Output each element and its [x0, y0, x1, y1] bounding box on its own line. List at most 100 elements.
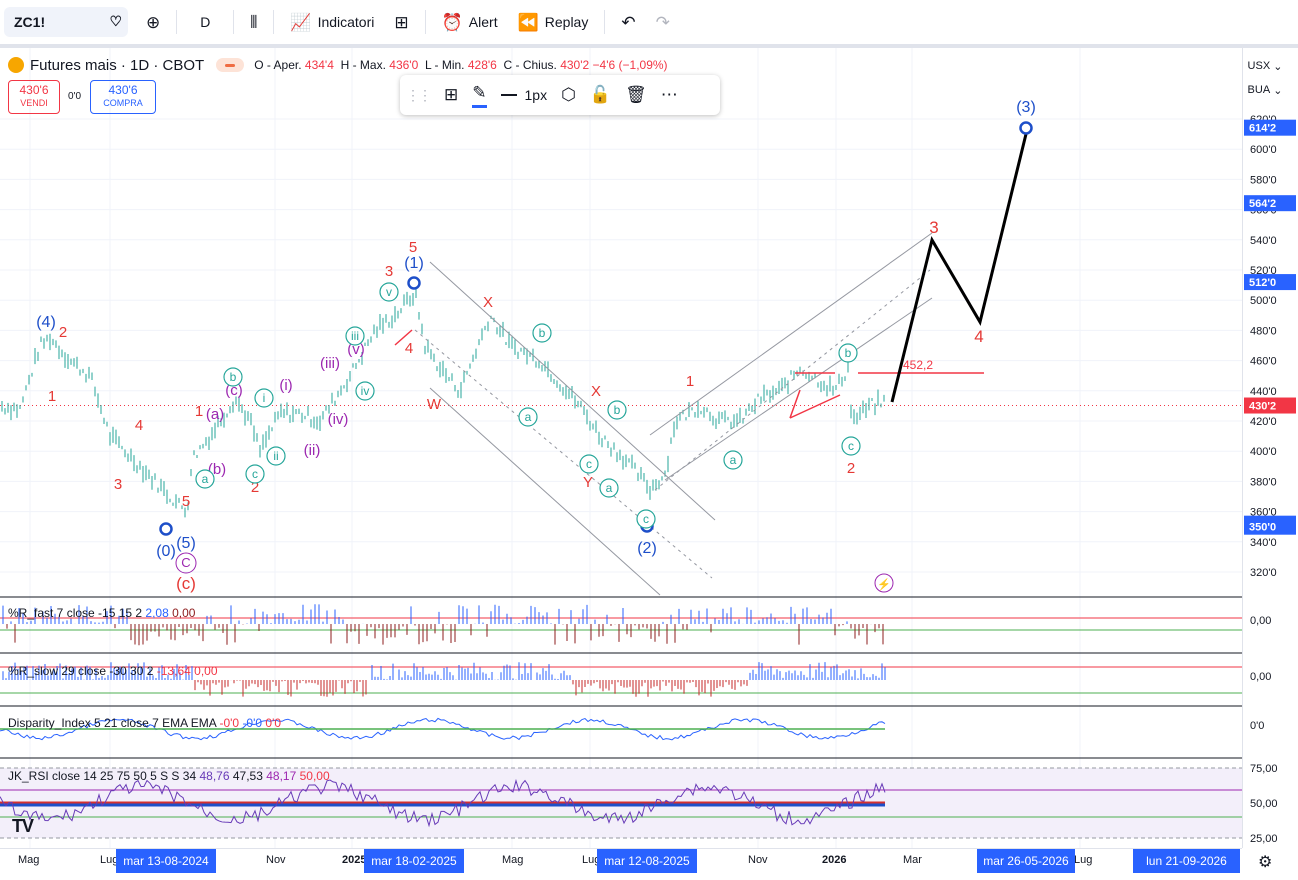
wave-circle [532, 323, 552, 343]
sell-button[interactable]: 430'6 VENDI [8, 80, 60, 114]
unit-label: BUA [1247, 84, 1271, 96]
divider [604, 10, 606, 34]
session-dot-icon [216, 58, 245, 72]
compare-button[interactable]: ⊕ [136, 6, 170, 38]
interval-button[interactable]: D [183, 6, 227, 38]
indicators-button[interactable]: 📈 Indicatori [280, 6, 384, 38]
wave-label: (2) [637, 540, 657, 557]
trash-icon[interactable]: 🗑 [625, 85, 647, 104]
channel-line [429, 261, 716, 521]
settings-gear-icon[interactable]: ⚙ [1258, 854, 1273, 871]
wave-label: 5 [182, 493, 190, 510]
wave-label: 2 [847, 460, 855, 477]
wave-label: X [591, 383, 601, 400]
layouts-button[interactable]: ⊞ [384, 6, 418, 38]
ind-rsi-v3: 48,17 [266, 769, 297, 783]
disparity-line [0, 717, 886, 741]
templates-icon[interactable]: ⊞ [444, 85, 459, 104]
drag-handle-icon[interactable]: ⋮⋮ [406, 86, 432, 103]
alert-label: Alert [468, 14, 498, 30]
rsi-scale-label: 50,00 [1250, 798, 1278, 810]
wave-label: (0) [156, 543, 176, 560]
wave-label: 3 [114, 476, 122, 493]
ohlc-low-key: L - Min. [424, 58, 465, 72]
ohlc-close-key: C - Chius. [503, 58, 557, 72]
chart-type-button[interactable]: ⫴ [240, 6, 267, 38]
wave-circle-label: c [252, 467, 258, 481]
time-tick: Lug [1074, 854, 1093, 866]
ind-rsi-v2: 47,53 [232, 769, 263, 783]
price-badge-label: 512'0 [1249, 277, 1276, 289]
wave-label: 1 [686, 373, 694, 390]
ind-wr-fast-legend[interactable]: %R_fast 7 close -15 15 2 2,08 0,00 [8, 606, 195, 620]
pencil-color-icon[interactable]: ✎ [472, 83, 487, 108]
ind-wr-fast-v1: 2,08 [145, 606, 169, 620]
wave-circle [579, 454, 599, 474]
lock-icon[interactable]: 🔓 [589, 85, 612, 104]
unit-selector[interactable]: BUA ⌄ [1247, 84, 1283, 97]
channel-line [654, 269, 931, 491]
symbol-title[interactable]: Futures mais · 1D · CBOT [30, 56, 205, 74]
time-flag: mar 13-08-2024 [116, 849, 216, 873]
price-tick: 540'0 [1250, 235, 1277, 247]
grid-layout-icon: ⊞ [394, 12, 409, 32]
symbol-text: ZC1! [14, 14, 46, 30]
sell-label: VENDI [20, 98, 48, 108]
wave-circle [518, 407, 538, 427]
wave-label: (c) [225, 382, 243, 399]
more-icon[interactable]: ⋯ [660, 85, 678, 104]
ind-wr-fast-name: %R_fast 7 close -15 15 2 [8, 606, 143, 620]
wave-label: (a) [206, 406, 224, 423]
wave-circle-label: iii [351, 329, 359, 343]
wave-circle-label: b [614, 403, 621, 417]
price-tick: 400'0 [1250, 446, 1277, 458]
ind-rsi-v1: 48,76 [199, 769, 230, 783]
wave-label: 3 [385, 263, 393, 280]
divider [233, 10, 235, 34]
tradingview-logo[interactable]: TV [12, 816, 34, 836]
price-tick: 440'0 [1250, 386, 1277, 398]
alert-button[interactable]: ⏰ Alert [432, 6, 508, 38]
redo-button[interactable]: ↷ [646, 6, 680, 38]
replay-button[interactable]: ⏪ Replay [508, 6, 599, 38]
undo-icon: ↶ [621, 12, 636, 32]
wave-circle [838, 343, 858, 363]
ind-disparity-v2: -0'0 [242, 716, 263, 730]
currency-selector[interactable]: USX ⌄ [1247, 60, 1283, 73]
time-axis[interactable]: Mag Lug Nov 2025 Mag Lug Nov 2026 Mar Lu… [0, 848, 1242, 873]
flag-line [789, 394, 841, 419]
wave-label: (iii) [320, 355, 340, 372]
undo-button[interactable]: ↶ [611, 6, 645, 38]
wave-circle [355, 381, 375, 401]
ind-disparity-legend[interactable]: Disparity_Index 5 21 close 7 EMA EMA -0'… [8, 716, 281, 730]
wave-point [159, 522, 173, 536]
time-tick: 2026 [822, 854, 847, 866]
ind-rsi-name: JK_RSI close 14 25 75 50 5 S S 34 [8, 769, 197, 783]
favorite-icon[interactable]: ♡ [109, 13, 122, 29]
wave-circle [195, 469, 215, 489]
wave-circle [254, 388, 274, 408]
ohlc-high-value: 436'0 [389, 58, 419, 72]
wave-label: 5 [409, 239, 417, 256]
wave-label: 4 [135, 417, 143, 434]
wave-point [407, 276, 421, 290]
ind-wr-slow-legend[interactable]: %R_slow 29 close -30 30 2 -13,64 0,00 [8, 664, 218, 678]
buy-button[interactable]: 430'6 COMPRA [90, 80, 156, 114]
price-scale[interactable] [1242, 48, 1298, 848]
price-tick: 480'0 [1250, 325, 1277, 337]
settings-hexagon-icon[interactable]: ⬡ [561, 85, 576, 104]
wave-label: 2 [59, 324, 67, 341]
ind-rsi-legend[interactable]: JK_RSI close 14 25 75 50 5 S S 34 48,76 … [8, 769, 330, 783]
line-style-button[interactable]: 1px [500, 87, 547, 103]
wave-label: 2 [251, 479, 259, 496]
wave-circle [723, 450, 743, 470]
wave-circle-label: c [586, 457, 592, 471]
symbol-search[interactable]: ZC1! ♡ [4, 7, 128, 37]
wave-circle-label: i [263, 391, 266, 405]
ind-wr-fast-v2: 0,00 [172, 606, 196, 620]
wave-circle-label: c [643, 512, 649, 526]
wave-circle [223, 367, 243, 387]
pane-scale-label: 0'0 [1250, 720, 1264, 732]
